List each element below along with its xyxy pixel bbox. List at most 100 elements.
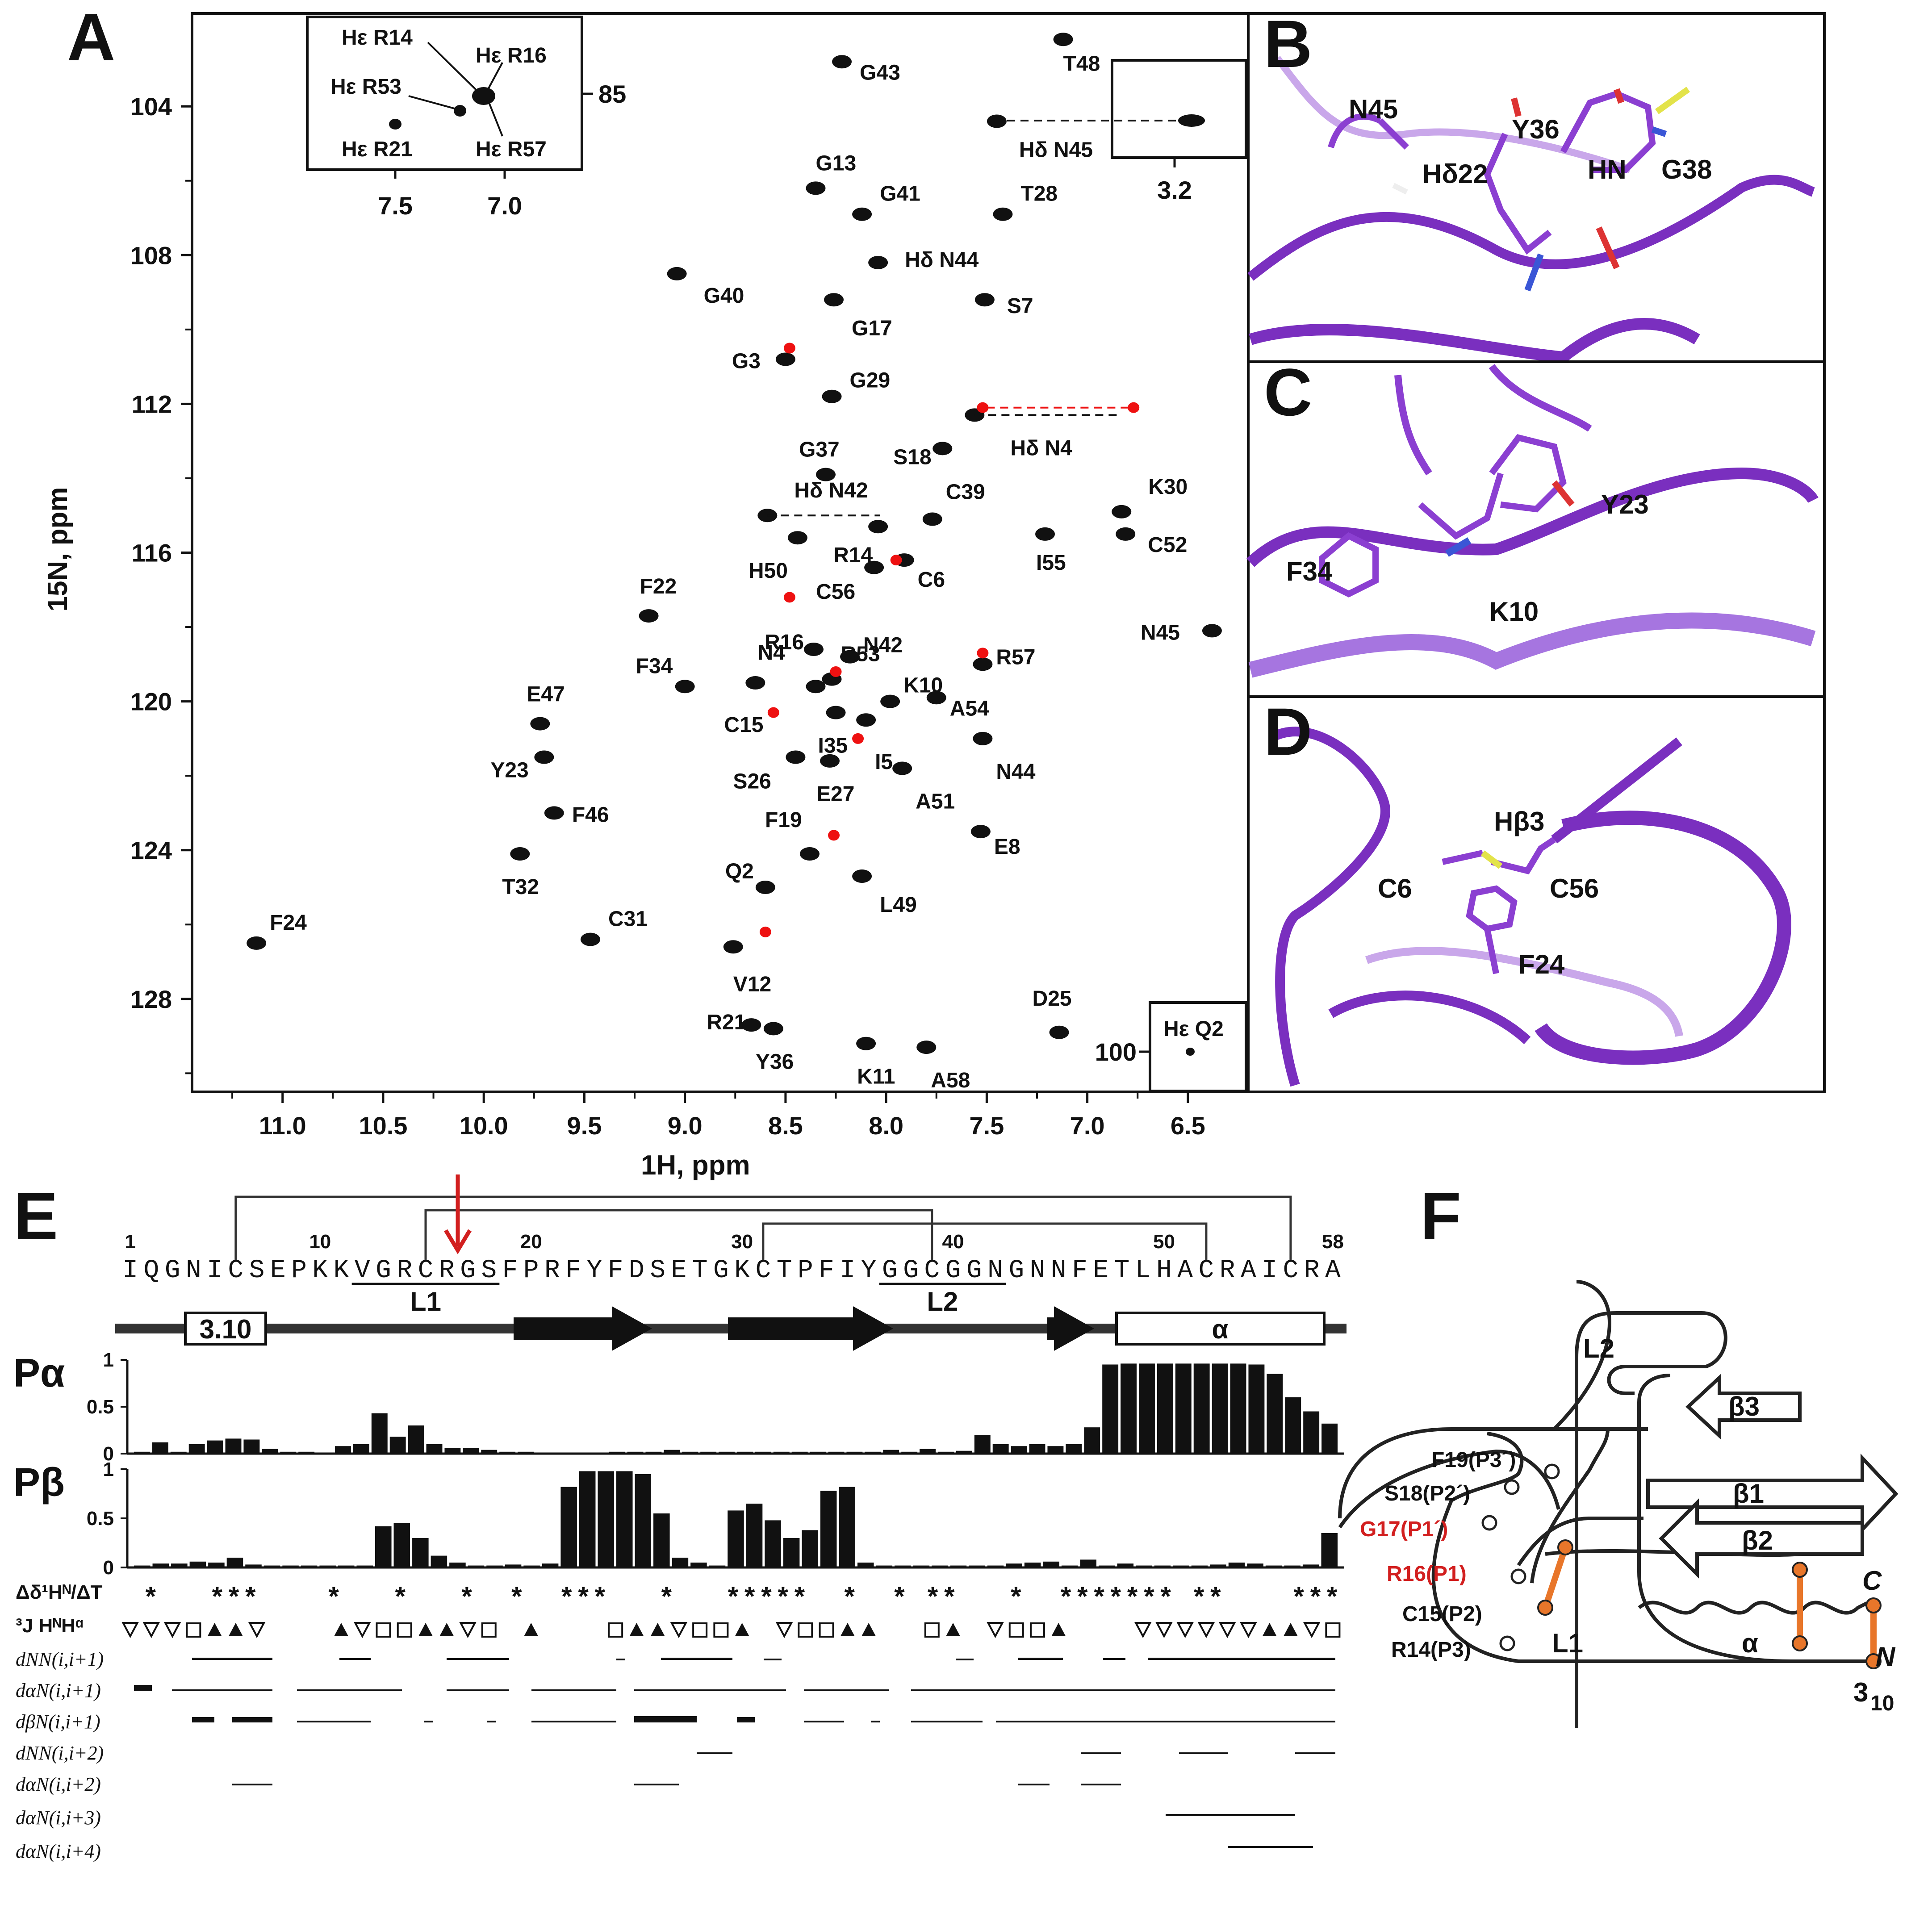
panel-b: B N45 Hδ22 Y36 HN G38 [1247, 6, 1826, 364]
panel-c: C Y23 F34 K10 [1246, 355, 1826, 698]
residue: F [502, 1256, 518, 1285]
minor-peak [783, 343, 795, 354]
j-small [1155, 1622, 1173, 1638]
residue: D [629, 1256, 644, 1285]
j-small [142, 1622, 160, 1638]
helix-310-label: 3.10 [200, 1314, 252, 1344]
residue: F [565, 1256, 581, 1285]
noe-bar [764, 1659, 782, 1660]
noe-bar [871, 1721, 880, 1722]
panel-label-b: B [1264, 6, 1312, 81]
bar [950, 1565, 967, 1567]
struct-c-k10: K10 [1489, 597, 1539, 627]
peak-I35 [826, 706, 846, 719]
star-mark: * [744, 1581, 755, 1611]
struct-b-n45: N45 [1349, 94, 1398, 124]
bar [791, 1451, 808, 1454]
helix-310-box [184, 1312, 267, 1346]
alpha-helix-box [1115, 1312, 1326, 1346]
peak-label: Hδ N42 [794, 479, 868, 502]
peak-Y36 [763, 1022, 783, 1036]
beta-strand-arrow [728, 1306, 893, 1351]
peak-H50 [787, 531, 807, 545]
bar [1265, 1565, 1282, 1567]
j-intermediate [650, 1623, 665, 1636]
residue: G [1008, 1256, 1024, 1285]
bar [317, 1452, 333, 1454]
bar [857, 1563, 874, 1567]
j-small [1218, 1622, 1236, 1638]
bar [1302, 1564, 1319, 1567]
bar [301, 1565, 318, 1567]
bar [755, 1451, 771, 1454]
peak-label: G3 [732, 349, 761, 373]
j-small [775, 1622, 793, 1638]
residue: A [1177, 1256, 1193, 1285]
star-mark: * [928, 1581, 938, 1611]
peak-A54 [926, 691, 946, 705]
j-small [1176, 1622, 1194, 1638]
bar [1285, 1397, 1301, 1454]
inset-q2-y-tick: 100 [1095, 1038, 1137, 1066]
disulfide-bracket [234, 1195, 1292, 1262]
bar [645, 1451, 662, 1454]
inset-label-r14: Hε R14 [342, 26, 413, 50]
star-mark: * [1061, 1581, 1071, 1611]
peak-label: Q2 [725, 860, 754, 883]
bar [1321, 1533, 1338, 1567]
star-mark: * [1111, 1581, 1121, 1611]
bar [152, 1442, 168, 1454]
hsqc-frame [191, 12, 1250, 1093]
bar [356, 1565, 373, 1567]
struct-b-hn: HN [1588, 155, 1627, 184]
star-mark: * [395, 1581, 406, 1611]
bar [839, 1487, 855, 1567]
residue: A [1241, 1256, 1256, 1285]
j-small [1197, 1622, 1215, 1638]
star-mark: * [462, 1581, 473, 1611]
minor-peak [828, 830, 840, 841]
peak-I55 [1035, 527, 1055, 541]
residue: N [1051, 1256, 1066, 1285]
panel-label-c: C [1264, 355, 1312, 430]
j-small [248, 1622, 266, 1638]
residue: G [376, 1256, 391, 1285]
p-alpha-plot: 1 0.5 0 Pα [13, 1349, 1344, 1465]
x-tick-label: 8.5 [768, 1112, 803, 1140]
struct-d-hb3: Hβ3 [1494, 807, 1544, 836]
j-intermediate [524, 1623, 539, 1636]
residue: A [1325, 1256, 1341, 1285]
struct-b-hd22: Hδ22 [1422, 159, 1488, 189]
peak-T28 [993, 207, 1013, 221]
hsqc-y-axis: 104 108 112 116 120 124 128 [130, 92, 192, 1074]
peak-label: T48 [1063, 52, 1100, 75]
star-mark: * [229, 1581, 239, 1611]
j-intermediate [439, 1623, 454, 1636]
bar [1193, 1363, 1210, 1454]
residue: C [1199, 1256, 1214, 1285]
x-tick-label: 10.0 [460, 1112, 508, 1140]
bar [444, 1448, 461, 1454]
residue: G [713, 1256, 729, 1285]
peak-T48 [1053, 33, 1073, 46]
inset-q2: 100 Hε Q2 [1095, 1001, 1247, 1092]
seq-number: 58 [1322, 1231, 1344, 1253]
residue: R [1220, 1256, 1235, 1285]
noe-bar [232, 1784, 272, 1785]
topo-beta1: β1 [1733, 1479, 1764, 1509]
noe-bar [424, 1721, 433, 1722]
peak-N44 [973, 731, 993, 745]
panel-label-d: D [1264, 694, 1312, 769]
bar [371, 1413, 388, 1454]
peak-label: A54 [950, 697, 989, 720]
star-mark: * [328, 1581, 339, 1611]
residue: N [186, 1256, 201, 1285]
bar [393, 1523, 410, 1567]
star-mark: * [561, 1581, 572, 1611]
peak-label: G17 [852, 317, 892, 340]
scale-label: 1 [103, 1459, 114, 1480]
loop-underlines: L1 L2 [351, 1283, 1006, 1317]
residue: R [397, 1256, 412, 1285]
noe-bar [339, 1658, 371, 1660]
